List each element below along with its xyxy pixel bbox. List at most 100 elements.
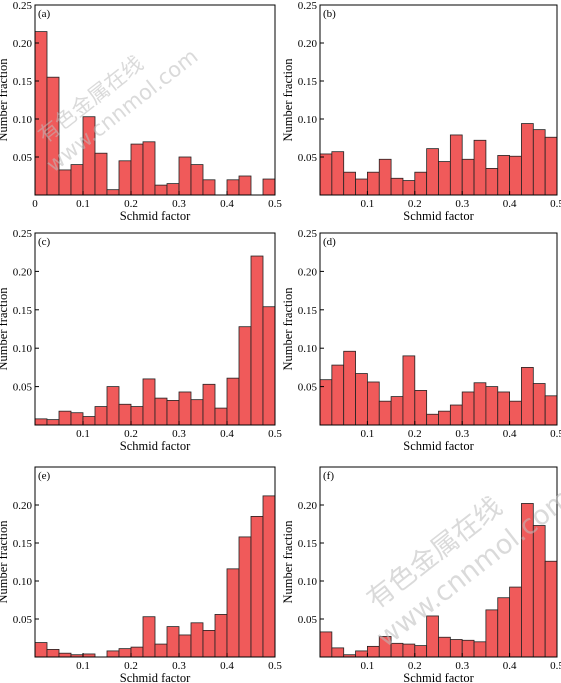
panel-b-label: (b) — [323, 8, 336, 20]
panel-b-bar-16 — [497, 155, 511, 196]
panel-f-ytick-label-4: 0.20 — [298, 500, 318, 512]
panel-e-ytick-label-2: 0.10 — [13, 576, 33, 588]
panel-c-ytick-label-3: 0.15 — [13, 305, 33, 317]
panel-d-bar-3 — [343, 350, 356, 426]
panel-f-bar-11 — [438, 636, 451, 658]
panel-b-ylabel: Number fraction — [281, 58, 295, 142]
panel-b-frame — [319, 4, 558, 196]
panel-a-bar-12 — [166, 183, 180, 196]
panel-d-frame — [319, 232, 558, 426]
panel-c-bar-7 — [106, 386, 120, 426]
panel-c-bar-10 — [142, 378, 156, 426]
panel-d-bar-16 — [497, 391, 511, 426]
panel-b-ytick-label-1: 0.05 — [298, 152, 318, 164]
panel-c-bar-2 — [46, 419, 60, 426]
panel-e-ylabel: Number fraction — [0, 520, 10, 604]
panel-b-bar-17 — [509, 155, 522, 196]
panel-c-bar-1 — [34, 418, 48, 426]
panel-c-bar-12 — [166, 400, 180, 426]
panel-c-bar-18 — [238, 326, 252, 426]
panel-a-bar-10 — [142, 141, 156, 196]
panel-d-bar-5 — [366, 381, 380, 426]
panel-d-xlabel: Schmid factor — [403, 439, 474, 453]
panel-a-ytick-label-3: 0.15 — [13, 76, 33, 88]
panel-f-bar-1 — [319, 631, 333, 658]
panel-e-bar-3 — [58, 652, 72, 658]
panel-e-bar-11 — [154, 643, 168, 658]
panel-c-bar-4 — [70, 412, 84, 426]
panel-a-xtick-label-6: 0.5 — [268, 198, 282, 210]
panel-e-bar-1 — [34, 642, 48, 658]
panel-e-bar-18 — [238, 536, 252, 658]
panel-a: 0 0.1 0.2 0.3 0.4 0.5 0.05 0.10 0.15 0.20 0.25 Schm… — [0, 0, 282, 223]
panel-a-bar-13 — [178, 156, 192, 196]
panel-c-xtick-label-1: 0.1 — [76, 428, 90, 440]
panel-a-bar-7 — [106, 189, 120, 196]
panel-f-ylabel: Number fraction — [281, 520, 295, 604]
panel-e-ytick-label-1: 0.05 — [13, 614, 33, 626]
panel-a-xtick-label-4: 0.3 — [172, 198, 186, 210]
panel-d-bar-9 — [414, 390, 428, 426]
panel-c-bar-20 — [262, 306, 276, 426]
panel-f-xtick-label-5: 0.5 — [550, 660, 561, 672]
panel-f-ytick-label-2: 0.10 — [298, 576, 318, 588]
panel-a-ytick-label-5: 0.25 — [13, 0, 33, 12]
panel-e-xtick-label-1: 0.1 — [76, 660, 90, 672]
panel-d-bar-13 — [461, 391, 475, 426]
panel-a-frame — [34, 4, 276, 196]
panel-c-ytick-label-4: 0.20 — [13, 266, 33, 278]
panel-c-bar-19 — [250, 255, 264, 426]
panel-b-bar-8 — [402, 180, 416, 196]
panel-f-label: (f) — [323, 470, 334, 482]
panel-d-ytick-label-2: 0.10 — [298, 343, 318, 355]
panel-f-frame — [319, 466, 558, 658]
panel-c-xtick-label-4: 0.4 — [220, 428, 234, 440]
panel-a-ytick-label-1: 0.05 — [13, 152, 33, 164]
panel-d-ylabel: Number fraction — [281, 287, 295, 371]
panel-d-bar-19 — [532, 383, 546, 426]
panel-d-ytick-label-1: 0.05 — [298, 382, 318, 394]
panel-f-xlabel: Schmid factor — [403, 671, 474, 683]
panel-e-bar-12 — [166, 626, 180, 658]
panel-d-bar-10 — [426, 413, 439, 426]
panel-d-xtick-label-5: 0.5 — [550, 428, 561, 440]
panel-a-bar-11 — [154, 184, 168, 196]
panel-c-bar-9 — [130, 406, 144, 426]
panel-b-ytick-label-2: 0.10 — [298, 114, 318, 126]
panel-d-bar-18 — [521, 366, 534, 426]
panel-c-bar-6 — [94, 406, 108, 426]
panel-f-bar-14 — [473, 641, 487, 658]
panel-d-bars — [319, 350, 558, 426]
panel-a-bar-3 — [58, 169, 72, 196]
panel-a-bar-1 — [34, 31, 48, 196]
panel-b-bar-13 — [461, 158, 475, 196]
panel-e-bar-14 — [190, 622, 204, 658]
panel-c-xtick-label-2: 0.2 — [124, 428, 138, 440]
panel-c-frame — [34, 232, 276, 426]
panel-b-xtick-label-5: 0.5 — [550, 198, 561, 210]
panel-a-bar-18 — [238, 175, 252, 196]
panel-e-bar-7 — [106, 650, 120, 658]
panel-a-ytick-label-2: 0.10 — [13, 114, 33, 126]
panel-b-ytick-label-3: 0.15 — [298, 76, 318, 88]
panel-f-bar-4 — [355, 650, 368, 658]
panel-c-bar-16 — [214, 407, 228, 426]
panel-b-bar-20 — [544, 136, 558, 196]
panel-e-bar-17 — [226, 568, 240, 658]
panel-d-bar-20 — [544, 395, 558, 426]
panel-c-label: (c) — [38, 236, 51, 248]
panel-f-ytick-label-1: 0.05 — [298, 614, 318, 626]
panel-a-bar-20 — [262, 178, 276, 196]
panel-b-bar-14 — [473, 139, 487, 196]
panel-e-xtick-label-3: 0.3 — [172, 660, 186, 672]
panel-d-bar-6 — [378, 400, 392, 426]
panel-d-bar-8 — [402, 355, 416, 426]
panel-b-bar-3 — [343, 171, 356, 196]
panel-b-bar-15 — [485, 167, 499, 196]
panel-c-bar-15 — [202, 383, 216, 426]
panel-d-bar-12 — [449, 404, 463, 426]
panel-e-bar-10 — [142, 616, 156, 658]
panel-a-ylabel: Number fraction — [0, 58, 10, 142]
panel-c-xlabel: Schmid factor — [120, 439, 191, 453]
